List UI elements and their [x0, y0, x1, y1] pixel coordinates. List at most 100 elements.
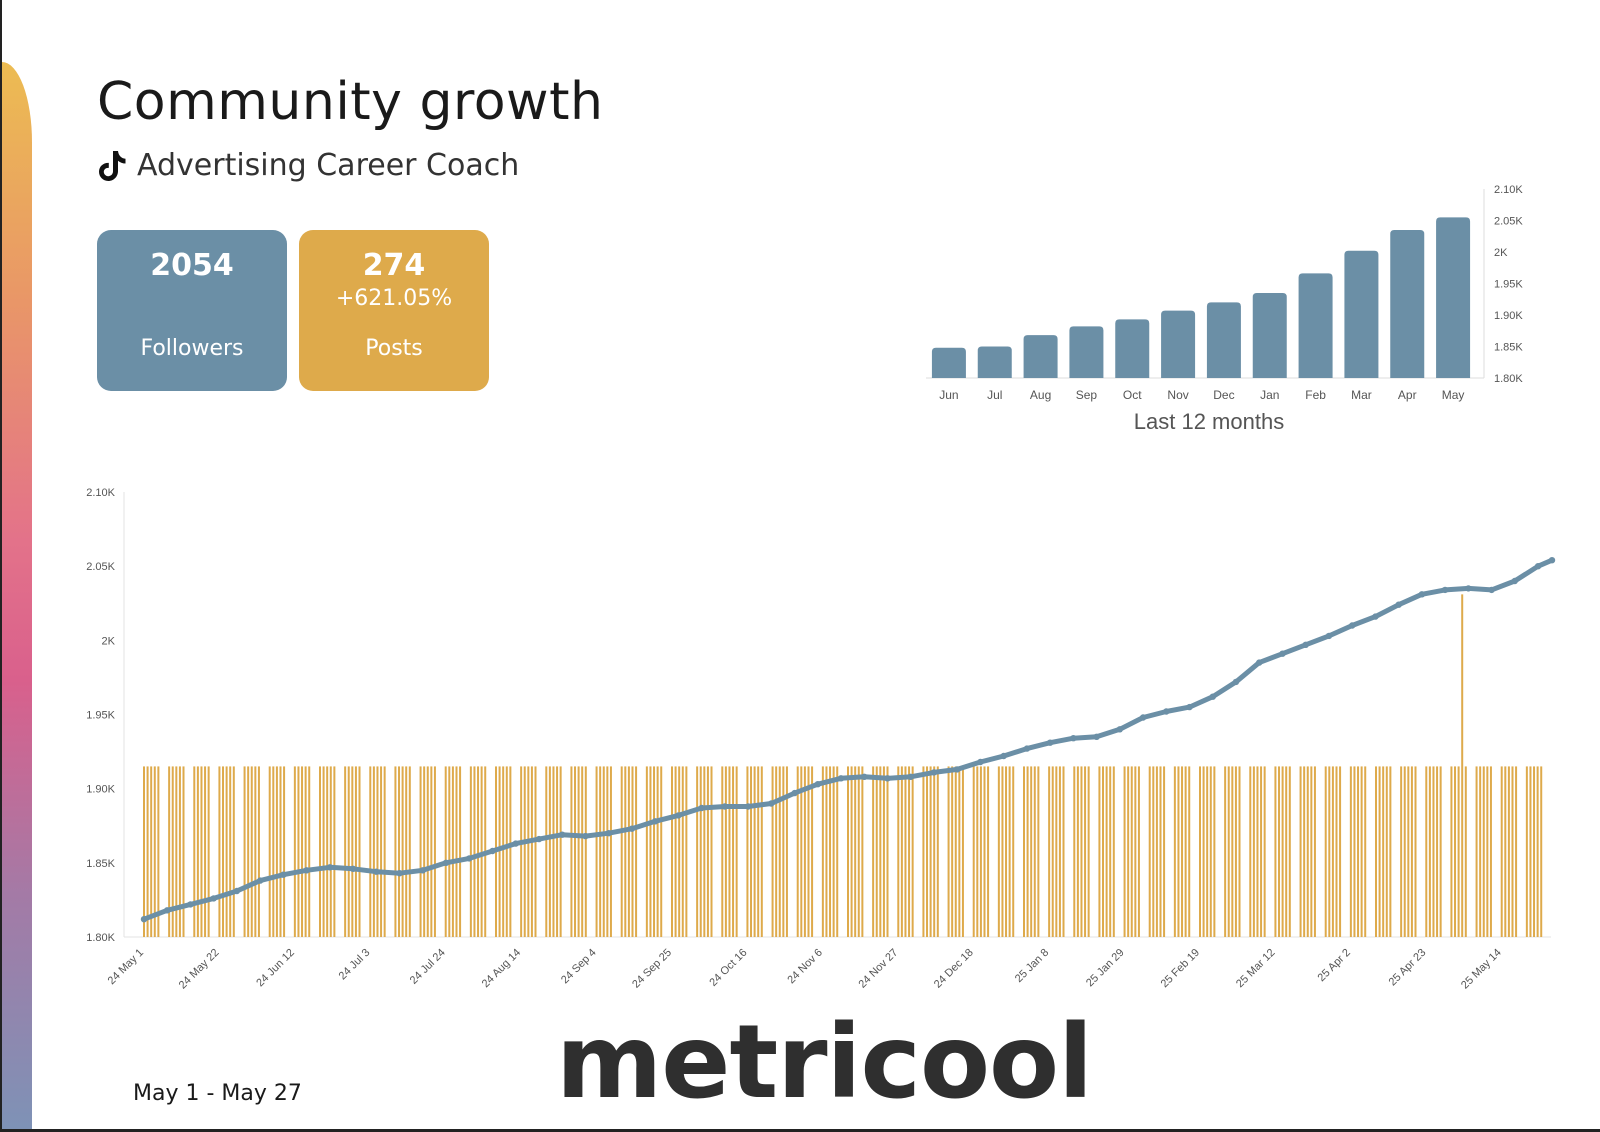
- post-bar: [1536, 766, 1539, 937]
- post-bar: [1515, 766, 1518, 937]
- post-bar: [1357, 766, 1360, 937]
- post-bar: [753, 766, 756, 937]
- followers-point: [187, 901, 194, 908]
- post-bar: [997, 766, 1000, 937]
- post-bar: [1062, 766, 1065, 937]
- post-bar: [1037, 766, 1040, 937]
- post-bar: [1256, 766, 1259, 937]
- followers-point: [1116, 726, 1124, 733]
- followers-point: [349, 865, 357, 872]
- post-bar: [257, 766, 260, 937]
- post-bar: [1105, 766, 1108, 937]
- post-bar: [1299, 766, 1302, 937]
- post-bar: [153, 766, 156, 937]
- followers-point: [698, 804, 705, 812]
- post-bar: [279, 766, 282, 937]
- y-tick-label: 1.85K: [1494, 342, 1523, 354]
- post-bar: [857, 766, 860, 937]
- post-bar: [624, 766, 627, 937]
- post-bar: [620, 766, 623, 937]
- x-tick-label: 24 Jul 24: [408, 947, 448, 987]
- post-bar: [1403, 766, 1406, 937]
- post-bar: [699, 766, 702, 937]
- post-bar: [178, 766, 181, 937]
- post-bar: [807, 766, 810, 937]
- post-bar: [283, 766, 286, 937]
- x-tick-label: Jan: [1260, 388, 1279, 402]
- post-bar: [1436, 766, 1439, 937]
- x-tick-label: 24 May 22: [177, 947, 222, 992]
- post-bar: [1155, 766, 1158, 937]
- post-bar: [408, 766, 411, 937]
- account-name: Advertising Career Coach: [137, 148, 520, 183]
- y-tick-label: 2K: [1494, 247, 1508, 259]
- followers-point: [1418, 591, 1426, 598]
- page-title: Community growth: [97, 72, 604, 132]
- post-bar: [419, 766, 422, 937]
- post-bar: [796, 766, 799, 937]
- post-bar: [785, 766, 788, 937]
- chart-caption: Last 12 months: [1134, 409, 1284, 434]
- post-bar: [1249, 766, 1252, 937]
- post-bar: [875, 766, 878, 937]
- post-bar: [254, 766, 257, 937]
- post-bar: [182, 766, 185, 937]
- x-tick-label: 24 Aug 14: [480, 947, 524, 991]
- followers-point: [1534, 563, 1542, 570]
- post-bar: [469, 766, 472, 937]
- post-bar: [577, 766, 580, 937]
- x-tick-label: 24 Oct 16: [707, 947, 749, 989]
- post-bar: [599, 766, 602, 937]
- post-bar: [861, 766, 864, 937]
- post-bar: [502, 766, 505, 937]
- followers-point: [1046, 739, 1054, 746]
- post-bar: [329, 766, 332, 937]
- followers-point: [791, 789, 798, 797]
- post-bar: [728, 766, 731, 937]
- post-bar: [1511, 766, 1514, 937]
- post-bar: [552, 766, 555, 937]
- post-bar: [319, 766, 321, 937]
- post-bar: [351, 766, 354, 937]
- post-bar: [275, 766, 278, 937]
- followers-point: [303, 867, 310, 874]
- post-bar: [1209, 766, 1212, 937]
- post-bar: [1489, 766, 1492, 937]
- post-bar: [1360, 766, 1363, 937]
- post-bar: [1199, 766, 1201, 937]
- post-bar: [477, 766, 480, 937]
- left-border: [0, 0, 2, 1132]
- y-tick-label: 2.05K: [86, 561, 115, 573]
- post-bar: [1274, 766, 1277, 937]
- post-bar: [1439, 766, 1442, 937]
- y-tick-label: 1.90K: [86, 784, 115, 796]
- post-bar: [372, 766, 375, 937]
- bar-sep: [1069, 326, 1104, 378]
- y-tick-label: 1.85K: [86, 858, 115, 870]
- x-tick-label: 25 Apr 23: [1387, 947, 1429, 989]
- post-bar: [775, 766, 778, 937]
- post-bar: [297, 766, 300, 937]
- post-bar: [1080, 766, 1083, 937]
- post-bar: [685, 766, 688, 937]
- y-tick-label: 2.10K: [86, 487, 115, 499]
- post-bar: [1382, 766, 1385, 937]
- followers-point: [559, 831, 566, 838]
- post-bar: [1058, 766, 1061, 937]
- post-bar: [1540, 766, 1543, 937]
- post-bar: [218, 766, 221, 937]
- x-tick-label: 24 Sep 4: [559, 947, 599, 987]
- post-bar: [854, 766, 857, 937]
- post-bar: [653, 766, 656, 937]
- tiktok-icon: [99, 150, 126, 181]
- post-bar: [674, 766, 677, 937]
- x-tick-label: 24 Nov 6: [785, 947, 825, 987]
- post-bar: [1109, 766, 1112, 937]
- post-bar: [401, 766, 404, 937]
- post-bar: [459, 766, 462, 937]
- post-bar: [771, 766, 774, 937]
- post-bar: [757, 766, 760, 937]
- post-bar: [1331, 766, 1334, 937]
- post-bar: [225, 766, 228, 937]
- posts-value: 274: [362, 248, 426, 283]
